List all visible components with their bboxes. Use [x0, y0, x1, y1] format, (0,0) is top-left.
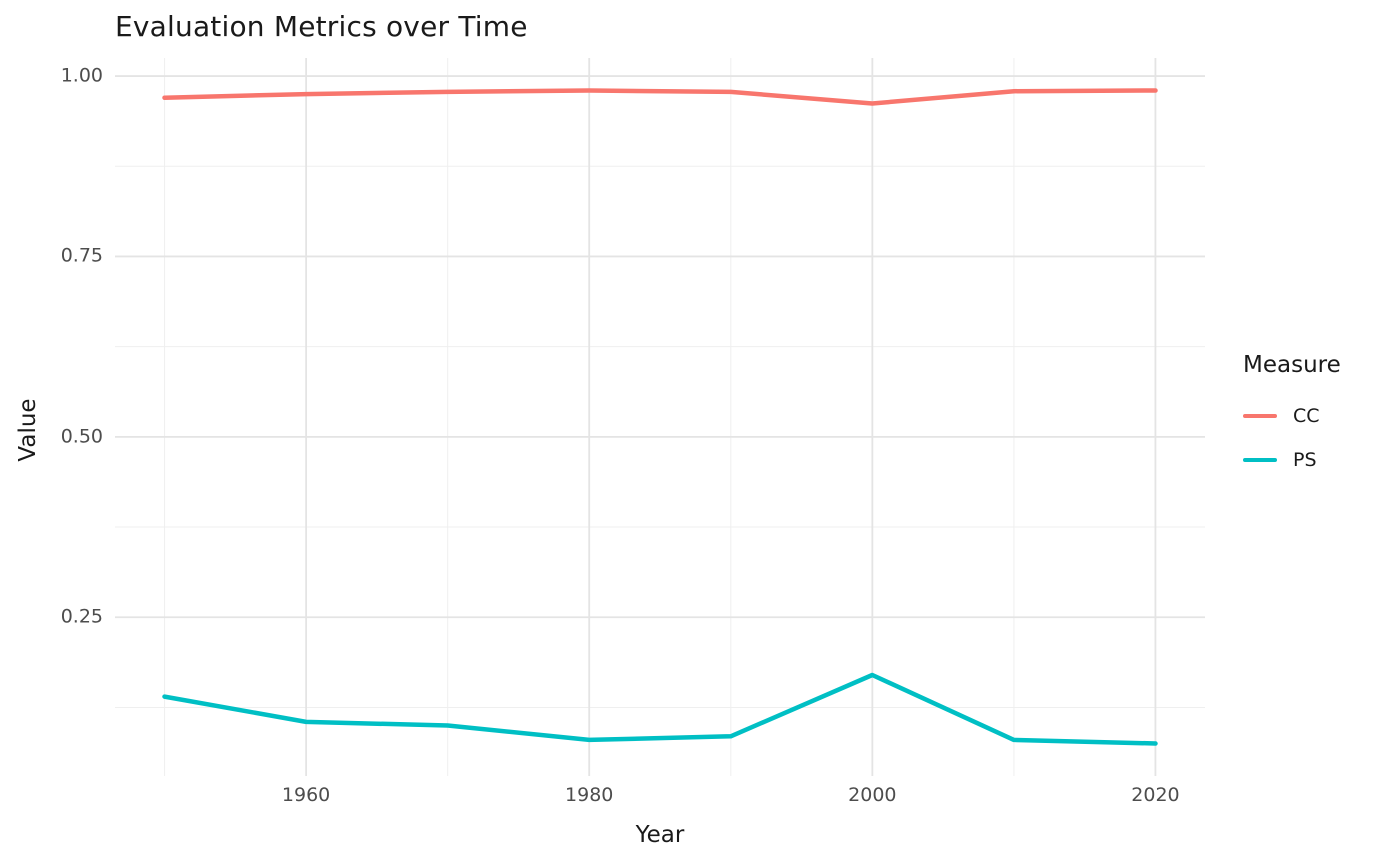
y-axis-title: Value [15, 398, 41, 462]
legend-swatch-ps [1243, 457, 1277, 463]
y-tick-label: 0.75 [60, 244, 103, 267]
y-tick-label: 1.00 [60, 64, 103, 87]
x-axis-title: Year [635, 822, 685, 848]
x-tick-label: 2000 [848, 784, 897, 806]
x-tick-label: 1960 [281, 784, 331, 806]
y-tick-label: 0.25 [60, 605, 103, 628]
x-tick-label: 1980 [565, 784, 614, 806]
legend-title: Measure [1243, 352, 1341, 378]
legend-label: CC [1293, 404, 1320, 427]
legend-swatch-cc [1243, 413, 1277, 419]
y-tick-label: 0.50 [60, 425, 103, 448]
chart-title: Evaluation Metrics over Time [115, 10, 528, 43]
legend-entry-cc: CC [1243, 400, 1341, 432]
legend: Measure CC PS [1243, 352, 1341, 488]
series-line-ps [162, 672, 1158, 746]
series-line-cc [162, 88, 1158, 106]
legend-label: PS [1293, 448, 1317, 471]
legend-entries: CC PS [1243, 400, 1341, 476]
x-tick-label: 2020 [1131, 784, 1180, 806]
plot-panel [115, 58, 1205, 776]
legend-entry-ps: PS [1243, 444, 1341, 476]
